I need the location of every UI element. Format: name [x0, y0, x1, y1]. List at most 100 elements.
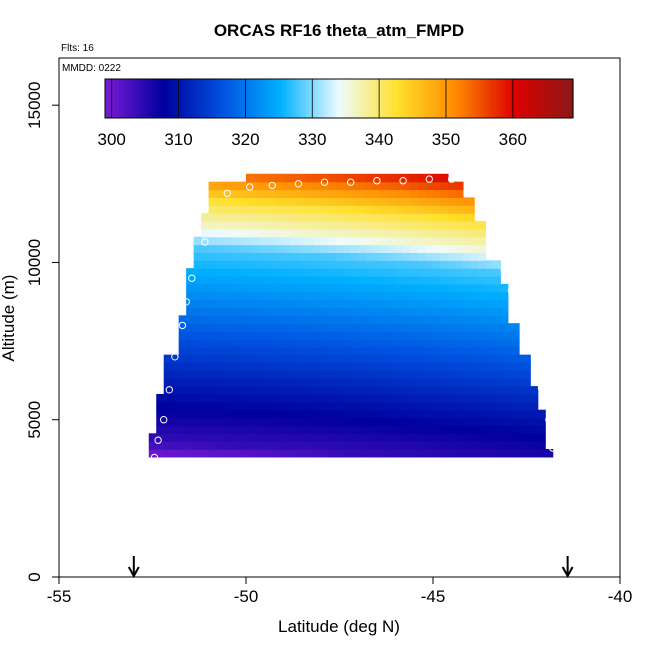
field-cell: [485, 362, 494, 371]
field-cell: [290, 370, 299, 379]
colorbar-swatch: [476, 79, 480, 118]
field-cell: [253, 323, 262, 332]
field-cell: [433, 213, 442, 222]
field-cell: [268, 228, 277, 238]
field-cell: [395, 346, 404, 356]
field-cell: [395, 236, 404, 246]
field-cell: [477, 386, 486, 395]
field-cell: [500, 441, 509, 450]
field-cell: [216, 346, 225, 356]
field-cell: [433, 417, 442, 427]
field-cell: [462, 338, 471, 348]
field-cell: [201, 252, 210, 261]
colorbar-swatch: [395, 79, 400, 118]
field-cell: [171, 409, 180, 419]
field-cell: [455, 315, 464, 324]
field-cell: [485, 378, 494, 387]
field-cell: [313, 189, 322, 198]
field-cell: [238, 425, 247, 434]
field-cell: [388, 307, 397, 316]
field-cell: [373, 362, 382, 371]
colorbar-swatch: [345, 79, 350, 118]
field-cell: [395, 244, 404, 254]
field-cell: [395, 370, 404, 379]
field-cell: [283, 220, 292, 230]
field-cell: [305, 236, 314, 246]
colorbar-swatch: [456, 79, 460, 118]
field-cell: [410, 409, 419, 419]
field-cell: [395, 323, 404, 332]
field-cell: [223, 315, 232, 324]
field-cell: [320, 346, 329, 356]
field-cell: [447, 354, 457, 364]
field-cell: [500, 354, 509, 364]
field-cell: [275, 197, 284, 206]
field-cell: [246, 236, 255, 246]
field-cell: [275, 409, 284, 419]
field-cell: [358, 393, 367, 403]
colorbar-swatch: [161, 79, 166, 118]
field-cell: [358, 425, 367, 434]
field-cell: [350, 220, 359, 230]
field-cell: [418, 346, 427, 356]
field-cell: [373, 252, 382, 261]
field-cell: [530, 386, 539, 395]
field-cell: [403, 244, 412, 254]
field-cell: [410, 433, 419, 442]
field-cell: [410, 228, 419, 238]
field-cell: [320, 236, 329, 246]
field-cell: [418, 189, 427, 198]
field-cell: [238, 228, 247, 238]
field-cell: [290, 236, 299, 246]
field-cell: [343, 362, 352, 371]
field-cell: [201, 228, 210, 238]
field-cell: [283, 181, 292, 191]
field-cell: [320, 331, 329, 340]
field-cell: [425, 205, 434, 214]
field-cell: [350, 338, 359, 348]
field-cell: [335, 331, 344, 340]
profile-point: [507, 287, 516, 295]
field-cell: [313, 220, 322, 230]
colorbar-swatch: [138, 79, 143, 118]
field-cell: [358, 346, 367, 356]
field-cell: [433, 276, 442, 285]
field-cell: [275, 252, 284, 261]
field-cell: [477, 425, 486, 434]
field-cell: [305, 283, 314, 293]
colorbar-tick-label: 320: [231, 130, 259, 149]
field-cell: [156, 417, 165, 427]
field-cell: [447, 291, 457, 301]
field-cell: [343, 315, 352, 324]
field-cell: [268, 393, 277, 403]
field-cell: [373, 393, 382, 403]
field-cell: [530, 417, 539, 427]
field-cell: [365, 338, 374, 348]
field-cell: [418, 323, 427, 332]
field-cell: [246, 370, 255, 379]
field-cell: [507, 441, 516, 450]
field-cell: [335, 283, 344, 293]
field-cell: [313, 370, 322, 379]
colorbar-swatch: [158, 79, 163, 118]
colorbar-swatch: [115, 79, 119, 118]
field-cell: [313, 197, 322, 206]
field-cell: [530, 393, 539, 403]
field-cell: [343, 213, 352, 222]
field-cell: [433, 378, 442, 387]
field-cell: [425, 425, 434, 434]
field-cell: [275, 291, 284, 301]
field-cell: [365, 260, 374, 269]
field-cell: [477, 449, 486, 458]
field-cell: [298, 252, 307, 261]
field-cell: [231, 425, 240, 434]
colorbar-swatch: [165, 79, 170, 118]
field-cell: [462, 283, 471, 293]
field-cell: [208, 401, 217, 411]
colorbar-swatch: [121, 79, 126, 118]
field-cell: [171, 401, 180, 411]
field-cell: [328, 425, 337, 434]
field-cell: [275, 260, 284, 269]
field-cell: [455, 323, 464, 332]
field-cell: [260, 189, 270, 198]
